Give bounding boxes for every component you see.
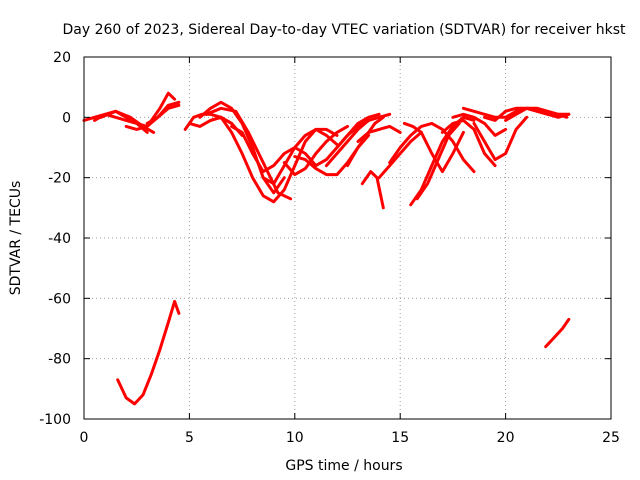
y-axis-label: SDTVAR / TECUs [8, 181, 24, 296]
series-arc-23 [388, 121, 476, 174]
series-arc-32 [504, 106, 569, 122]
series-arc-3 [99, 109, 156, 134]
x-tick-label: 20 [497, 430, 515, 446]
series-arc-14 [261, 127, 339, 186]
series-arc-24 [402, 121, 465, 174]
x-axis-label: GPS time / hours [285, 458, 402, 474]
series-arc-15 [282, 124, 349, 177]
x-tick-label: 15 [391, 430, 409, 446]
x-tick-label: 25 [602, 430, 620, 446]
series-arc-21 [356, 124, 402, 143]
x-tick-label: 5 [185, 430, 194, 446]
series-arc-18 [335, 112, 381, 149]
series-arc-27 [440, 118, 497, 168]
y-tick-label: -20 [48, 171, 71, 187]
y-tick-label: -60 [48, 291, 71, 307]
tick-labels: 0 5 10 15 20 25 -100 -80 -60 -40 -20 0 20 [39, 50, 620, 446]
series-arc-29 [472, 115, 529, 162]
series-arc-26 [415, 121, 461, 201]
series-arc-33 [544, 317, 571, 349]
series-arc-6 [145, 100, 181, 125]
series-arc-7 [116, 299, 181, 406]
y-tick-label: 0 [62, 110, 71, 126]
x-tick-label: 0 [80, 430, 89, 446]
series-arc-22 [377, 130, 423, 180]
series-arc-17 [324, 118, 371, 168]
series-arc-20 [360, 170, 385, 210]
axis-ticks [83, 56, 612, 420]
y-tick-label: -40 [48, 231, 71, 247]
series-arc-5 [150, 91, 177, 122]
chart-title: Day 260 of 2023, Sidereal Day-to-day VTE… [63, 22, 626, 38]
series-arc-12 [204, 106, 293, 201]
y-tick-label: -100 [39, 412, 71, 428]
series-arc-25 [409, 115, 476, 207]
y-tick-label: -80 [48, 352, 71, 368]
series-layer [82, 91, 571, 406]
series-arc-28 [451, 112, 508, 137]
y-tick-label: 20 [53, 50, 71, 66]
x-tick-label: 10 [286, 430, 304, 446]
